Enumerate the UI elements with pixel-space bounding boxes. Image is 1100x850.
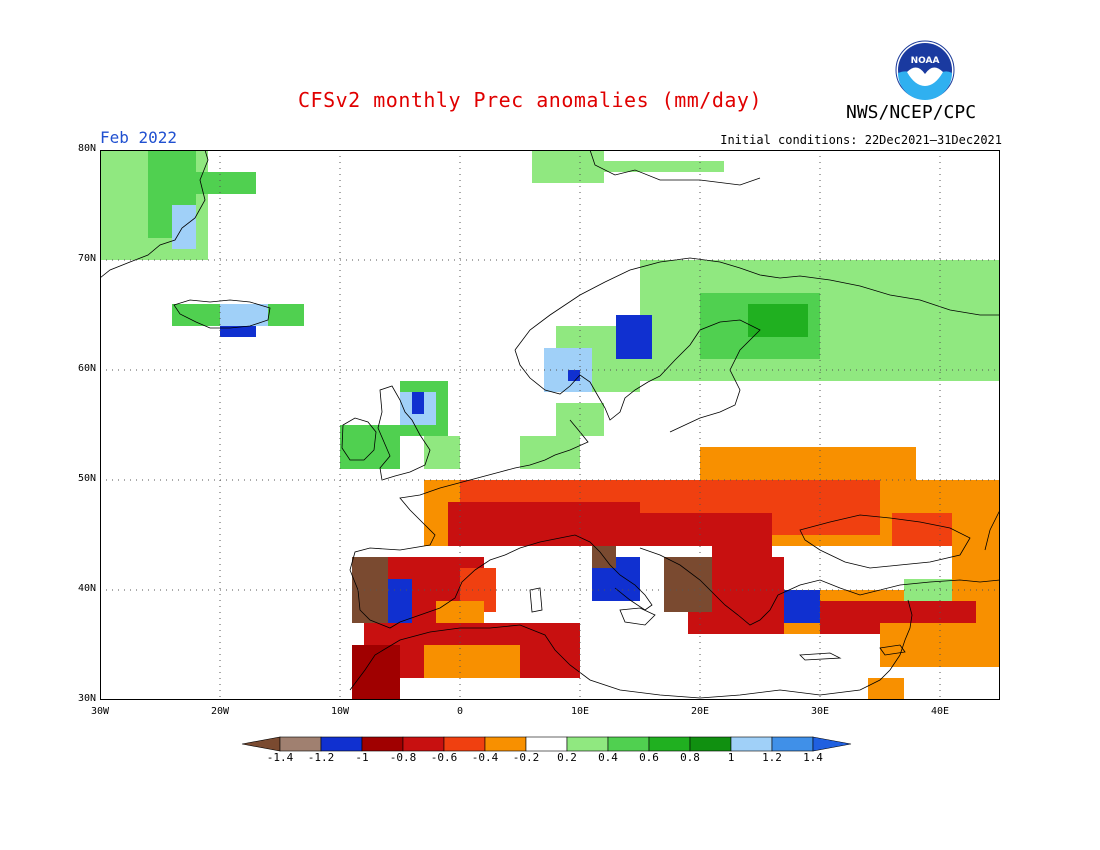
lon-tick-label: 30E xyxy=(810,706,830,717)
lat-tick-label: 30N xyxy=(77,693,96,704)
colorbar-tick: -0.8 xyxy=(389,751,417,764)
anomaly-cell-44 xyxy=(784,590,820,623)
coastline-ireland xyxy=(341,417,377,461)
logo-text: NOAA xyxy=(911,56,940,66)
anomaly-cell-46 xyxy=(868,678,904,700)
coastline-scandinavia xyxy=(514,257,1000,351)
anomaly-cell-8 xyxy=(604,161,724,172)
coastlines xyxy=(100,150,1000,699)
anomaly-cell-22 xyxy=(520,436,580,469)
anomaly-cell-16 xyxy=(340,425,400,469)
colorbar-tick: 0.6 xyxy=(639,751,659,764)
colorbar-swatch xyxy=(484,736,527,752)
colorbar-tick: -1.2 xyxy=(307,751,335,764)
coastline-cyprus xyxy=(879,644,906,656)
colorbar-tick: -0.6 xyxy=(430,751,458,764)
anomaly-cell-13 xyxy=(616,315,652,359)
lon-tick-label: 40E xyxy=(930,706,950,717)
colorbar-swatch xyxy=(771,736,814,752)
anomaly-cell-15 xyxy=(568,370,580,381)
coastline-sicily xyxy=(619,607,656,626)
colorbar-tick: 1.2 xyxy=(762,751,782,764)
colorbar-swatch xyxy=(566,736,609,752)
colorbar-swatch xyxy=(279,736,322,752)
anomaly-cell-36 xyxy=(424,645,520,678)
anomaly-cell-20 xyxy=(424,436,460,469)
colorbar-tick: 1.4 xyxy=(803,751,823,764)
anomaly-cell-32 xyxy=(388,579,412,623)
coastline-baltic xyxy=(659,319,761,433)
lon-tick-label: 0 xyxy=(456,706,464,717)
coastline-france-spain xyxy=(349,471,506,629)
colorbar-swatch xyxy=(443,736,486,752)
anomaly-cell-21 xyxy=(556,403,604,436)
initial-conditions: Initial conditions: 22Dec2021–31Dec2021 xyxy=(720,133,1002,147)
colorbar-swatch xyxy=(689,736,732,752)
coastline-adriatic xyxy=(639,547,779,626)
colorbar-tick: -0.2 xyxy=(512,751,540,764)
anomaly-cell-19 xyxy=(412,392,424,414)
colorbar-arrow-low xyxy=(241,736,281,752)
lon-tick-label: 10W xyxy=(330,706,350,717)
colorbar-tick: -1 xyxy=(355,751,369,764)
lat-tick-label: 50N xyxy=(77,473,96,484)
lon-tick-label: 20E xyxy=(690,706,710,717)
colorbar xyxy=(241,736,852,752)
lat-tick-label: 70N xyxy=(77,253,96,264)
anomaly-cell-27 xyxy=(640,480,844,513)
graticule xyxy=(100,150,1000,700)
lat-tick-label: 60N xyxy=(77,363,96,374)
map-title: CFSv2 monthly Prec anomalies (mm/day) xyxy=(297,88,763,112)
anomaly-cell-6 xyxy=(220,304,268,326)
coastline-black-sea xyxy=(799,514,971,569)
agency-label: NWS/NCEP/CPC xyxy=(846,102,977,123)
anomaly-cell-11 xyxy=(748,304,808,337)
anomaly-cell-49 xyxy=(892,513,952,546)
colorbar-tick: -0.4 xyxy=(471,751,499,764)
anomaly-cell-28 xyxy=(520,513,616,546)
colorbar-swatch xyxy=(320,736,363,752)
colorbar-swatches xyxy=(241,736,852,752)
coastline-north-sea xyxy=(499,419,589,473)
colorbar-tick: 0.2 xyxy=(557,751,577,764)
anomaly-cell-2 xyxy=(172,205,196,249)
noaa-logo: NOAA xyxy=(895,40,955,100)
coastline-crete xyxy=(799,652,842,661)
colorbar-arrow-high xyxy=(812,736,852,752)
anomaly-cell-3 xyxy=(196,172,256,194)
colorbar-swatch xyxy=(402,736,445,752)
colorbar-tick: 1 xyxy=(727,751,735,764)
colorbar-swatch xyxy=(648,736,691,752)
coastline-britain xyxy=(377,385,431,481)
colorbar-swatch xyxy=(525,736,568,752)
coastline-norway-south xyxy=(514,349,661,421)
colorbar-swatch xyxy=(607,736,650,752)
anomaly-cell-29 xyxy=(712,513,772,557)
precip-anomaly-map xyxy=(100,150,1000,700)
anomaly-cell-24 xyxy=(700,447,916,480)
anomaly-cell-37 xyxy=(352,645,400,700)
coastline-svalbard xyxy=(589,150,761,186)
colorbar-tick: -1.4 xyxy=(266,751,294,764)
lon-tick-label: 10E xyxy=(570,706,590,717)
coastline-levant xyxy=(899,599,913,656)
colorbar-swatch xyxy=(361,736,404,752)
lon-tick-label: 20W xyxy=(210,706,230,717)
lat-tick-label: 80N xyxy=(77,143,96,154)
coastline-iceland xyxy=(173,299,271,329)
colorbar-tick: 0.8 xyxy=(680,751,700,764)
lon-tick-label: 30W xyxy=(90,706,110,717)
coastline-greenland xyxy=(100,150,209,279)
lat-tick-label: 40N xyxy=(77,583,96,594)
forecast-month: Feb 2022 xyxy=(100,128,178,147)
anomaly-cell-7 xyxy=(532,150,604,183)
colorbar-tick: 0.4 xyxy=(598,751,618,764)
coastline-sardinia xyxy=(529,587,543,613)
colorbar-swatch xyxy=(730,736,773,752)
coastline-caspian xyxy=(984,509,1000,551)
coastline-med-north xyxy=(504,534,653,611)
